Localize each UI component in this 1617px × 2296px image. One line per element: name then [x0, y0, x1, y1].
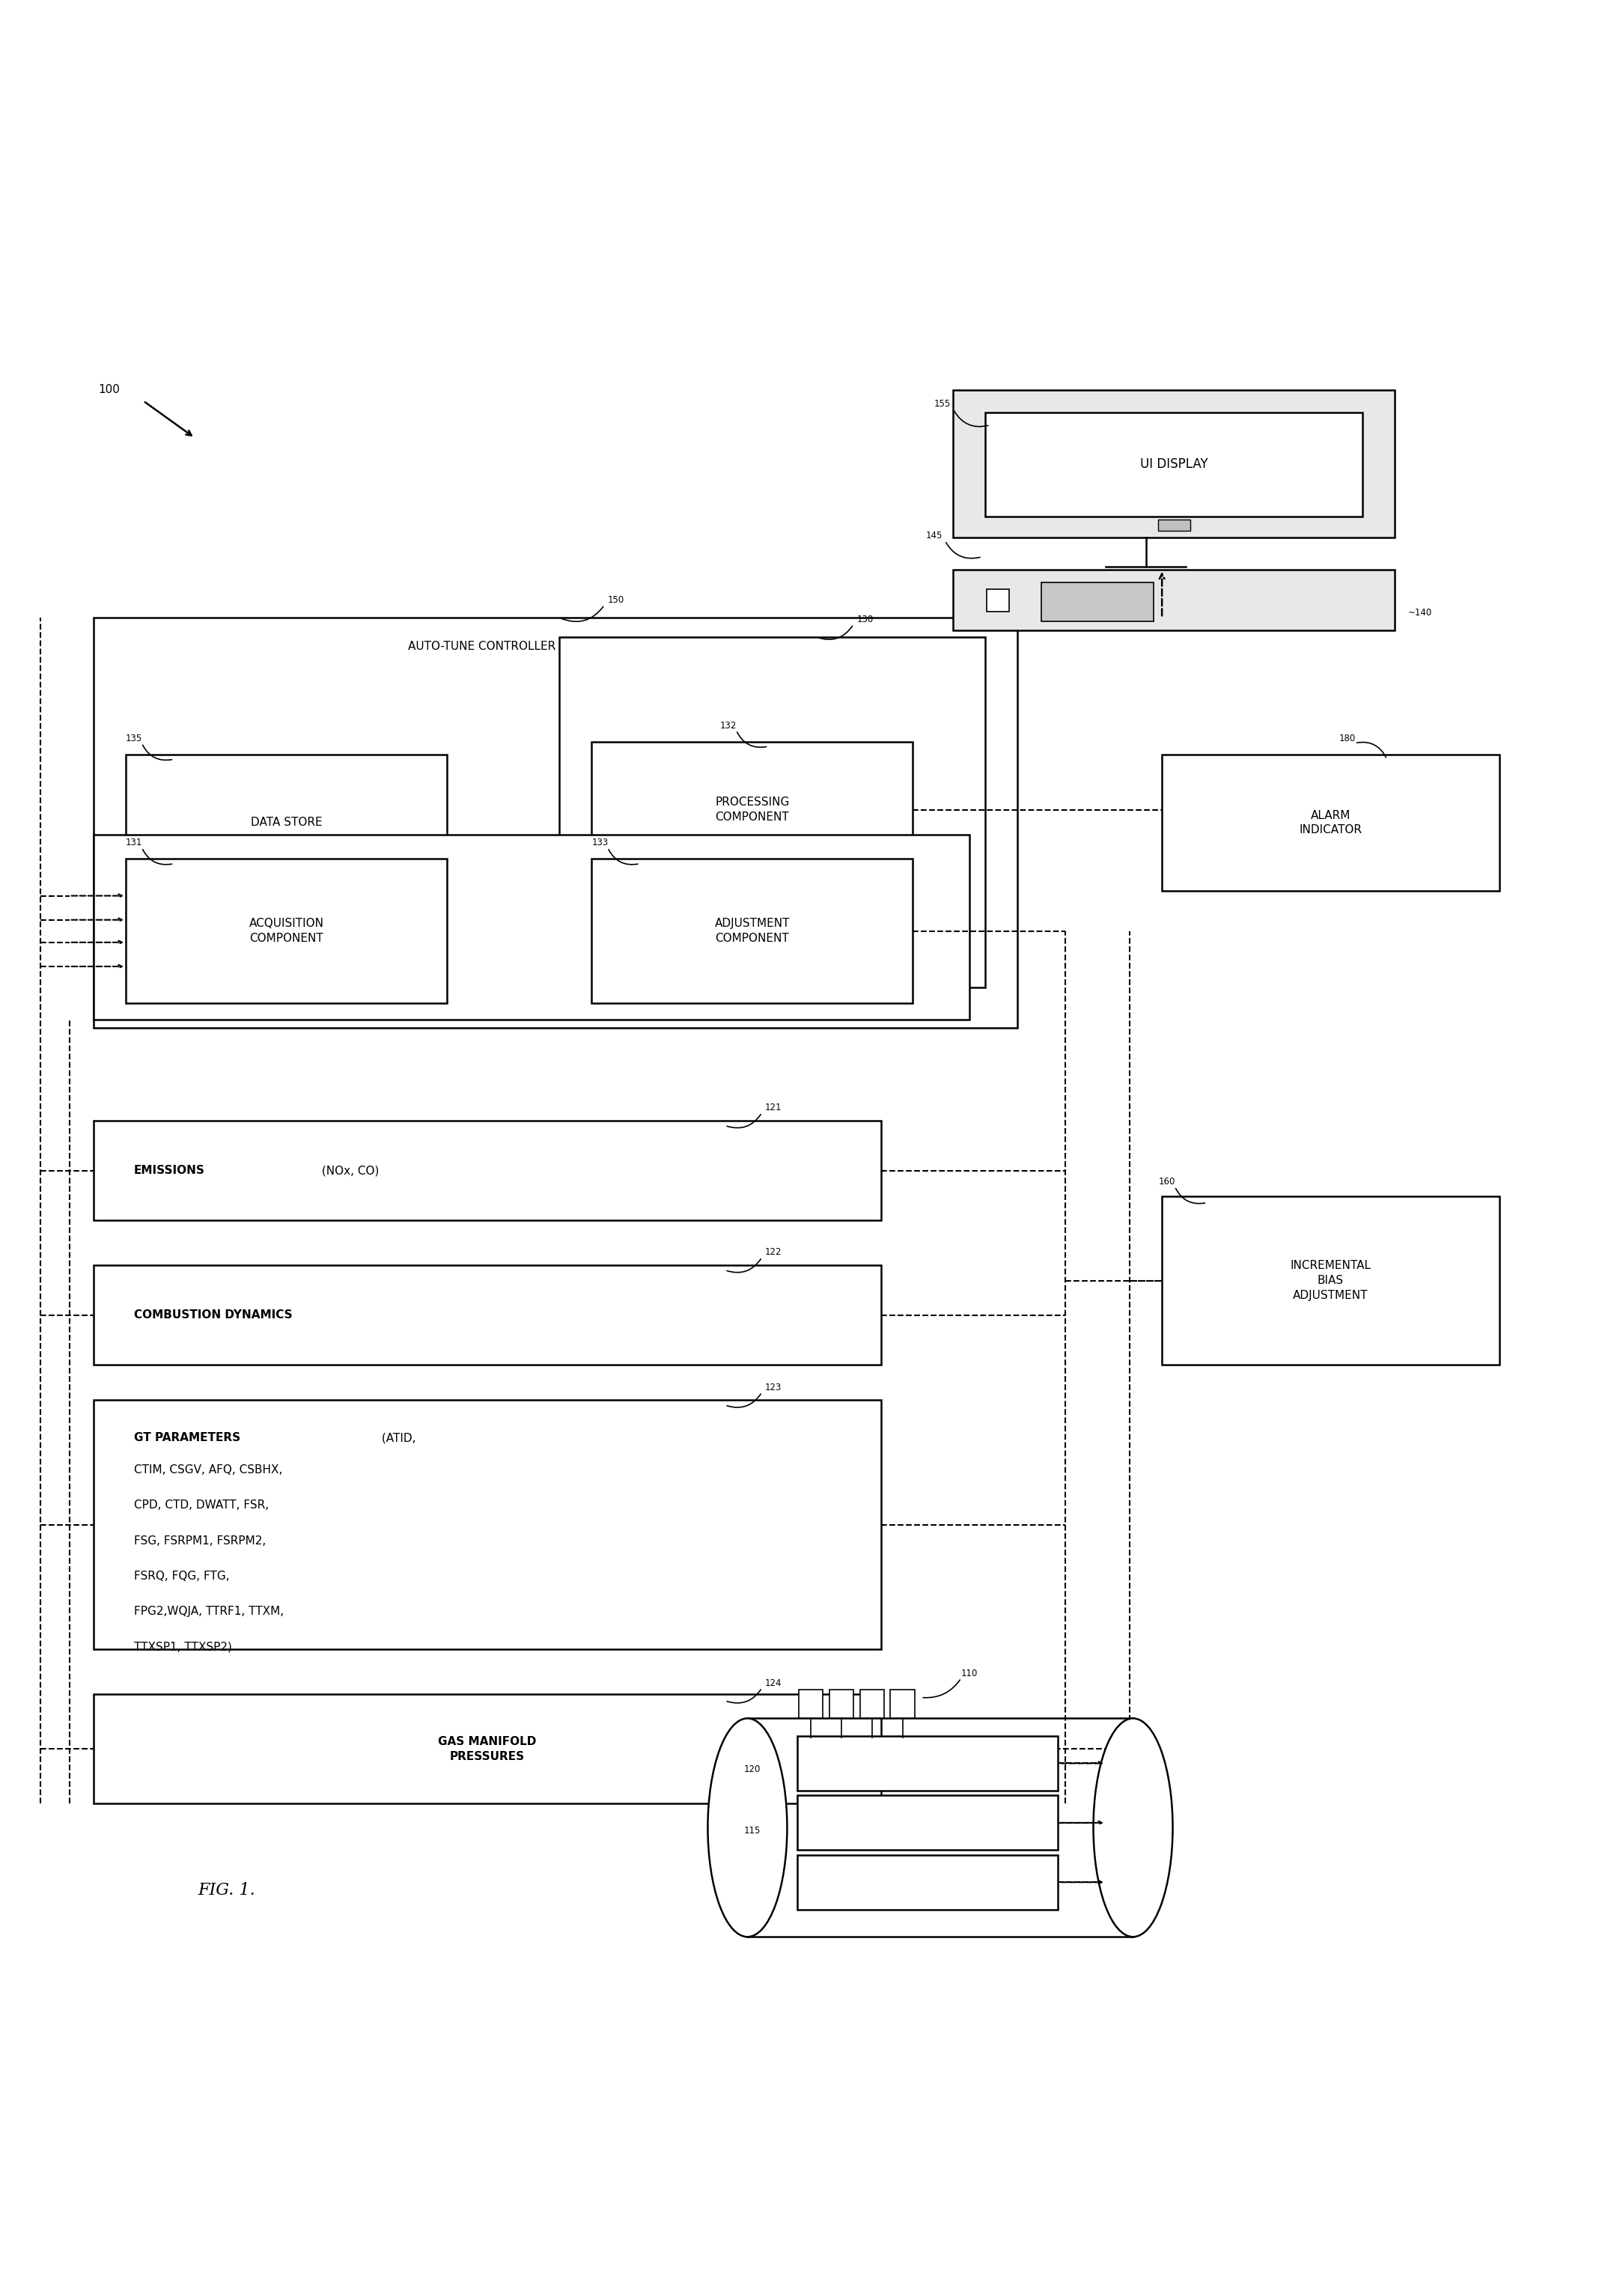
- Text: GT PARAMETERS: GT PARAMETERS: [134, 1433, 239, 1444]
- Text: 122: 122: [765, 1247, 783, 1258]
- Bar: [592, 859, 914, 1003]
- Bar: [1158, 519, 1190, 530]
- Bar: [891, 1690, 915, 1717]
- Bar: [1041, 583, 1155, 620]
- Text: (NOx, CO): (NOx, CO): [319, 1164, 380, 1176]
- Text: CPD, CTD, DWATT, FSR,: CPD, CTD, DWATT, FSR,: [134, 1499, 268, 1511]
- Text: FIG. 1.: FIG. 1.: [197, 1883, 255, 1899]
- Text: ACQUISITION
COMPONENT: ACQUISITION COMPONENT: [249, 918, 323, 944]
- Bar: [797, 1795, 1058, 1851]
- Text: TTXSP1, TTXSP2): TTXSP1, TTXSP2): [134, 1642, 231, 1653]
- Bar: [94, 836, 969, 1019]
- Bar: [860, 1690, 884, 1717]
- Text: 124: 124: [765, 1678, 783, 1688]
- Bar: [126, 859, 446, 1003]
- Bar: [797, 1855, 1058, 1910]
- Text: FSRQ, FQG, FTG,: FSRQ, FQG, FTG,: [134, 1570, 230, 1582]
- Text: 130: 130: [857, 615, 873, 625]
- Text: COMBUSTION DYNAMICS: COMBUSTION DYNAMICS: [134, 1309, 293, 1320]
- Bar: [94, 1265, 881, 1364]
- Bar: [592, 742, 914, 877]
- Text: 135: 135: [126, 732, 142, 744]
- Text: PROCESSING
COMPONENT: PROCESSING COMPONENT: [715, 797, 789, 822]
- Bar: [94, 1401, 881, 1649]
- Text: INCREMENTAL
BIAS
ADJUSTMENT: INCREMENTAL BIAS ADJUSTMENT: [1290, 1261, 1371, 1302]
- Text: 160: 160: [1159, 1178, 1176, 1187]
- Text: 121: 121: [765, 1102, 783, 1114]
- Text: EMISSIONS: EMISSIONS: [134, 1164, 205, 1176]
- Text: DATA STORE: DATA STORE: [251, 817, 322, 829]
- Bar: [799, 1690, 823, 1717]
- Bar: [952, 390, 1395, 537]
- Text: UI DISPLAY: UI DISPLAY: [1140, 457, 1208, 471]
- Text: 132: 132: [720, 721, 737, 730]
- Bar: [559, 636, 985, 987]
- Text: 110: 110: [960, 1669, 978, 1678]
- Text: AUTO-TUNE CONTROLLER: AUTO-TUNE CONTROLLER: [407, 641, 555, 652]
- Text: ~140: ~140: [1408, 608, 1433, 618]
- Text: ADJUSTMENT
COMPONENT: ADJUSTMENT COMPONENT: [715, 918, 789, 944]
- Bar: [830, 1690, 854, 1717]
- Bar: [797, 1736, 1058, 1791]
- Text: 123: 123: [765, 1382, 783, 1391]
- Text: FPG2,WQJA, TTRF1, TTXM,: FPG2,WQJA, TTRF1, TTXM,: [134, 1605, 283, 1616]
- Text: 150: 150: [608, 595, 624, 604]
- Text: 115: 115: [744, 1825, 762, 1835]
- Text: 180: 180: [1339, 732, 1355, 744]
- Text: GAS MANIFOLD
PRESSURES: GAS MANIFOLD PRESSURES: [438, 1736, 537, 1761]
- Text: 131: 131: [126, 838, 142, 847]
- Bar: [985, 413, 1363, 517]
- Bar: [952, 569, 1395, 631]
- Bar: [126, 755, 446, 891]
- Bar: [94, 618, 1017, 1029]
- Bar: [1163, 755, 1499, 891]
- Text: 133: 133: [592, 838, 608, 847]
- Text: 100: 100: [99, 383, 120, 395]
- Text: (ATID,: (ATID,: [378, 1433, 416, 1444]
- Text: FSG, FSRPM1, FSRPM2,: FSG, FSRPM1, FSRPM2,: [134, 1536, 265, 1548]
- Ellipse shape: [708, 1717, 787, 1938]
- Text: ALARM
INDICATOR: ALARM INDICATOR: [1298, 810, 1362, 836]
- Ellipse shape: [1093, 1717, 1172, 1938]
- Text: 155: 155: [933, 400, 951, 409]
- Text: CTIM, CSGV, AFQ, CSBHX,: CTIM, CSGV, AFQ, CSBHX,: [134, 1465, 283, 1476]
- Bar: [1163, 1196, 1499, 1364]
- Text: 120: 120: [744, 1766, 762, 1775]
- Text: 145: 145: [927, 530, 943, 540]
- Bar: [94, 1120, 881, 1219]
- Bar: [94, 1694, 881, 1802]
